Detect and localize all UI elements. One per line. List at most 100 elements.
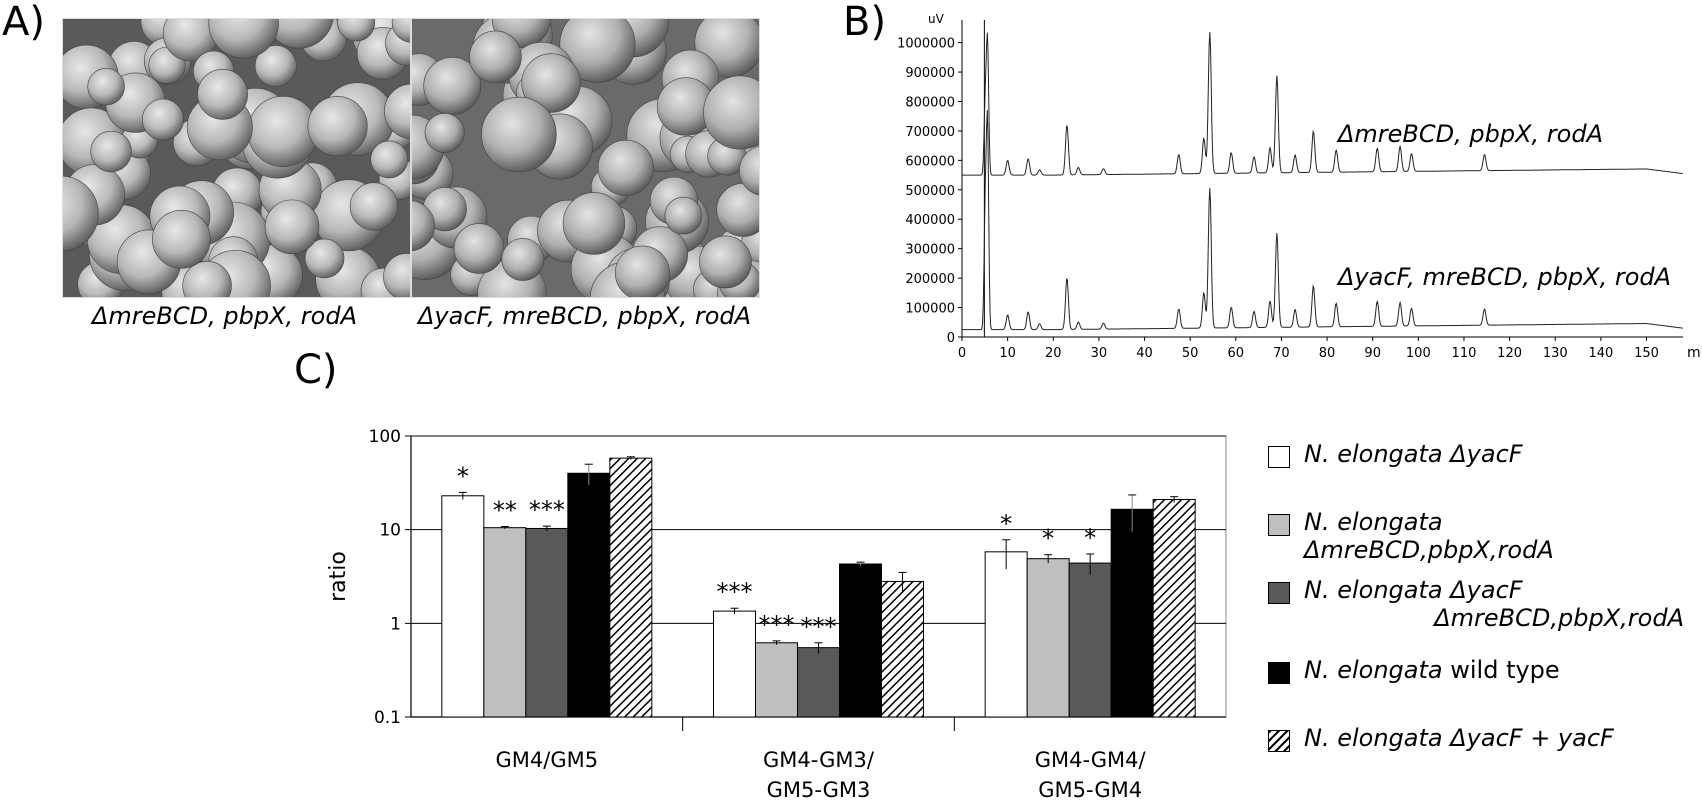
sem-cell: [208, 19, 279, 59]
c-bar: [567, 472, 611, 718]
b-y-tick-label: 0: [947, 331, 955, 346]
c-bar: [984, 551, 1028, 718]
legend-label: N. elongata ΔyacF: [1304, 440, 1523, 468]
b-y-tick-label: 1000000: [897, 37, 955, 52]
trace-label-1: ΔmreBCD, pbpX, rodA: [1336, 120, 1603, 148]
legend-strain: ΔyacF: [1442, 440, 1523, 468]
legend-label: N. elongata ΔyacF + yacF: [1304, 724, 1614, 752]
legend-species: N. elongata: [1304, 508, 1443, 536]
c-significance-stars: *: [1042, 525, 1054, 553]
sem-image-mrebcd: [62, 18, 411, 298]
sem-cell: [664, 196, 703, 235]
b-x-tick-label: 150: [1634, 346, 1659, 361]
legend-species: N. elongata: [1304, 440, 1443, 468]
c-bar: [1152, 498, 1196, 718]
c-significance-stars: *: [457, 462, 469, 490]
sem-caption-2: ΔyacF, mreBCD, pbpX, rodA: [418, 302, 752, 330]
sem-cell: [264, 19, 334, 49]
sem-cell: [481, 96, 557, 173]
sem-cell: [142, 98, 184, 141]
sem-cell: [469, 30, 522, 83]
c-bar: [525, 527, 569, 718]
chromatogram-trace-1: [962, 32, 1683, 176]
sem-cell: [63, 175, 99, 252]
c-significance-stars: ***: [801, 613, 837, 641]
sem-cell: [87, 68, 125, 106]
sem-cell: [349, 182, 398, 231]
sem-cell: [384, 83, 410, 139]
c-bar: [1026, 558, 1070, 718]
legend-item: N. elongata ΔyacF: [1268, 440, 1523, 468]
sem-cell: [597, 139, 654, 196]
b-x-tick-label: 50: [1182, 346, 1199, 361]
sem-cell: [501, 238, 545, 281]
c-bar: [839, 563, 882, 718]
b-x-tick-label: 120: [1497, 346, 1522, 361]
legend-swatch: [1268, 582, 1290, 604]
sem-caption-1: ΔmreBCD, pbpX, rodA: [92, 302, 357, 330]
legend-item: N. elongata ΔmreBCD,pbpX,rodA: [1268, 508, 1698, 564]
c-significance-stars: ***: [717, 578, 753, 606]
sem-cell: [412, 200, 435, 252]
sem-cell: [254, 45, 297, 87]
chromatogram-chart: 1000000900000800000700000600000500000400…: [897, 12, 1702, 361]
legend-label: N. elongata ΔyacF ΔmreBCD,pbpX,rodA: [1304, 576, 1684, 632]
c-bar: [797, 647, 840, 718]
legend-label: N. elongata wild type: [1304, 656, 1560, 684]
sem-cell: [383, 253, 410, 297]
b-x-tick-label: 10: [999, 346, 1016, 361]
sem-image-yacf-mrebcd: [411, 18, 760, 298]
c-y-axis-label: ratio: [326, 551, 351, 602]
sem-cell: [703, 75, 759, 150]
legend-item: N. elongata ΔyacF + yacF: [1268, 724, 1614, 752]
sem-cell: [90, 130, 132, 173]
b-x-tick-label: 20: [1045, 346, 1062, 361]
sem-cells-picture-1: [63, 19, 410, 297]
c-significance-stars: **: [493, 497, 517, 525]
b-x-tick-label: 60: [1228, 346, 1245, 361]
legend-swatch: [1268, 446, 1290, 468]
c-bar: [441, 495, 485, 718]
c-category-label: GM5-GM3: [767, 778, 871, 800]
legend-strain: wild type: [1442, 656, 1560, 684]
legend-item: N. elongata wild type: [1268, 656, 1560, 684]
legend-species: N. elongata: [1304, 724, 1443, 752]
b-y-unit: uV: [928, 12, 945, 26]
b-y-tick-label: 900000: [905, 66, 955, 81]
b-y-tick-label: 700000: [905, 125, 955, 140]
sem-cell: [559, 19, 636, 83]
c-y-tick-label: 100: [369, 427, 401, 447]
sem-cell: [152, 209, 211, 269]
legend-item: N. elongata ΔyacF ΔmreBCD,pbpX,rodA: [1268, 576, 1684, 632]
c-significance-stars: ***: [529, 496, 565, 524]
sem-cell: [423, 56, 482, 115]
legend-label: N. elongata ΔmreBCD,pbpX,rodA: [1304, 508, 1698, 564]
sem-cell: [521, 53, 581, 113]
b-y-tick-label: 500000: [905, 184, 955, 199]
c-bar: [609, 457, 653, 718]
legend-strain: ΔyacF: [1442, 576, 1523, 604]
legend-swatch: [1268, 514, 1290, 536]
b-y-tick-label: 200000: [905, 272, 955, 287]
c-y-tick-label: 10: [379, 521, 401, 541]
legend-swatch: [1268, 730, 1290, 752]
legend-strain: ΔmreBCD,pbpX,rodA: [1304, 536, 1554, 564]
panel-a-letter: A): [2, 0, 45, 45]
sem-cell: [307, 96, 368, 157]
c-bar: [483, 527, 527, 718]
c-bar: [881, 580, 924, 718]
sem-cell: [615, 245, 670, 297]
b-x-tick-label: 0: [958, 346, 966, 361]
c-bar: [755, 642, 798, 718]
c-y-tick-label: 1: [390, 614, 401, 634]
b-x-tick-label: 100: [1406, 346, 1431, 361]
c-bar: [713, 610, 756, 718]
c-bar: [1068, 562, 1112, 718]
trace-label-2: ΔyacF, mreBCD, pbpX, rodA: [1336, 263, 1671, 291]
chromatogram-trace-2: [962, 110, 1683, 331]
c-bar: [1110, 508, 1154, 718]
c-category-label: GM4-GM3/: [763, 748, 875, 772]
sem-cells-picture-2: [412, 19, 759, 297]
legend-species: N. elongata: [1304, 576, 1443, 604]
